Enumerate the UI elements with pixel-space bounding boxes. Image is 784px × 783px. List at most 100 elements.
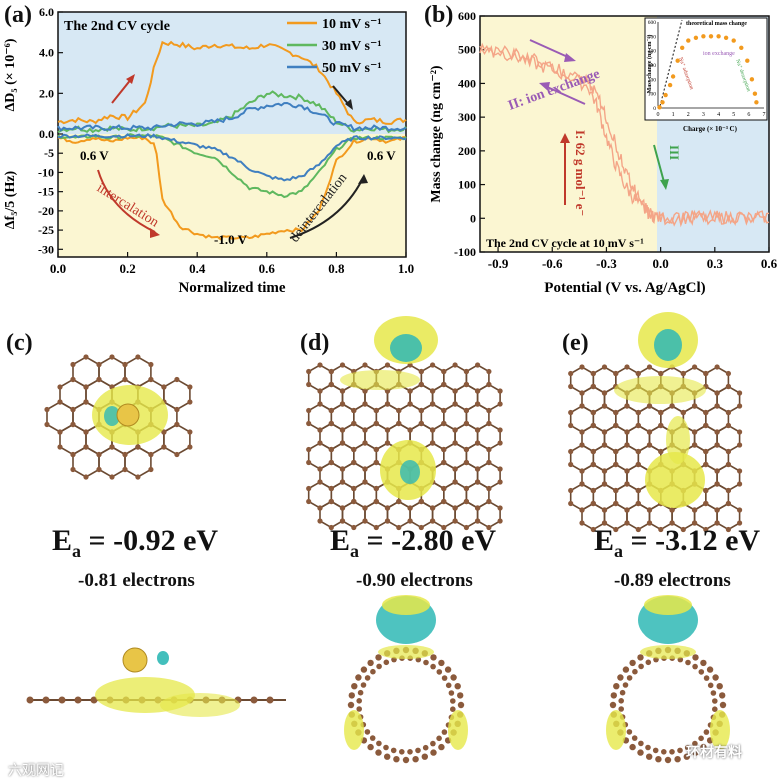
- chart-b-frame: [479, 15, 770, 253]
- chart-a-legend: 10 mV s⁻¹ 30 mV s⁻¹ 50 mV s⁻¹: [287, 17, 382, 76]
- chart-a: 0.0 0.2 0.4 0.6 0.8 1.0 0.0 2.0 4.0 6.0 -30 -25 -20 -…: [3, 5, 414, 296]
- carbon-atom: [360, 682, 367, 688]
- carbon-atom: [463, 485, 469, 492]
- legend-10: 10 mV s⁻¹: [322, 17, 382, 32]
- carbon-atom: [613, 370, 619, 377]
- carbon-atom: [452, 362, 458, 368]
- carbon-atom: [450, 674, 457, 681]
- isosurface: [644, 595, 692, 615]
- carbon-atom: [646, 442, 653, 448]
- chart-a-ylabel-bottom: Δf₅/5 (Hz): [3, 170, 18, 229]
- carbon-atom: [407, 401, 413, 407]
- carbon-atom: [590, 500, 596, 507]
- chart-b-xlabel: Potential (V vs. Ag/AgCl): [544, 280, 705, 296]
- carbon-atom: [430, 663, 436, 670]
- carbon-atom: [96, 376, 102, 383]
- carbon-atom: [629, 743, 636, 751]
- carbon-atom: [441, 446, 447, 453]
- carbon-atom: [384, 518, 391, 524]
- a-ytick-bottom-label: -20: [38, 204, 54, 218]
- carbon-atom: [497, 479, 503, 485]
- carbon-atom: [712, 706, 718, 712]
- carbon-atom: [486, 368, 492, 375]
- chart-a-bottom-bg: [58, 134, 406, 257]
- carbon-atom: [712, 698, 718, 704]
- carbon-atom: [317, 505, 323, 511]
- inset-point: [657, 105, 662, 110]
- carbon-atom: [339, 518, 346, 524]
- carbon-atom: [376, 740, 382, 747]
- carbon-atom: [719, 692, 726, 699]
- carbon-atom: [384, 401, 391, 407]
- chart-a-series: [57, 40, 407, 241]
- carbon-atom: [452, 518, 458, 524]
- carbon-atom: [362, 427, 368, 433]
- carbon-atom: [463, 446, 469, 453]
- carbon-atom: [457, 692, 464, 699]
- carbon-atom: [351, 407, 357, 414]
- chart-b: -0.9 -0.6 -0.3 0.0 0.3 0.6-100010020030040050…: [429, 9, 778, 296]
- a-xtick-label: 0.2: [119, 261, 135, 276]
- carbon-atom: [407, 749, 413, 755]
- structure-e-slab: [568, 312, 743, 533]
- carbon-atom: [457, 701, 465, 709]
- carbon-atom: [339, 440, 346, 446]
- carbon-atom: [635, 370, 641, 377]
- carbon-atom: [339, 505, 346, 511]
- structure-c-topview: [44, 354, 193, 480]
- carbon-atom: [383, 659, 390, 666]
- carbon-atom: [161, 429, 167, 435]
- carbon-atom: [486, 446, 492, 453]
- isosurface: [606, 710, 626, 750]
- carbon-atom: [475, 518, 481, 524]
- carbon-atom: [637, 749, 644, 756]
- carbon-atom: [698, 669, 705, 675]
- a-xtick-label: 0.0: [50, 261, 66, 276]
- carbon-atom: [486, 459, 492, 466]
- carbon-atom: [658, 448, 664, 455]
- carbon-atom: [703, 487, 709, 494]
- carbon-atom: [590, 487, 596, 494]
- inset-xtick-label: 7: [763, 112, 766, 118]
- a-ytick-bottom-label: -5: [44, 146, 54, 160]
- carbon-atom: [486, 381, 492, 388]
- carbon-atom: [622, 666, 630, 673]
- energy-c: Ea = -0.92 eV: [52, 524, 219, 561]
- carbon-atom: [317, 440, 323, 446]
- carbon-atom: [463, 368, 469, 375]
- carbon-atom: [441, 381, 447, 388]
- carbon-atom: [362, 362, 368, 368]
- carbon-atom: [317, 362, 323, 368]
- carbon-atom: [637, 654, 644, 661]
- carbon-atom: [357, 689, 364, 696]
- b-xtick-label: -0.9: [488, 256, 509, 271]
- carbon-atom: [692, 403, 698, 409]
- carbon-atom: [430, 440, 436, 446]
- carbon-ring: [124, 446, 152, 478]
- carbon-atom: [70, 361, 76, 368]
- carbon-atom: [96, 451, 102, 458]
- chart-a-ylabel-top: ΔD₅ (× 10⁻⁶): [3, 38, 18, 111]
- inset-ticks: 0 1 2 3 4 5 6 7 0 100 200 300 400 500 600: [648, 20, 766, 118]
- carbon-atom: [601, 442, 608, 448]
- carbon-atom: [44, 406, 50, 413]
- carbon-atom: [407, 518, 413, 524]
- carbon-ring: [72, 446, 100, 478]
- carbon-atom: [369, 735, 376, 741]
- carbon-atom: [187, 384, 193, 390]
- carbon-atom: [658, 370, 664, 377]
- carbon-atom: [631, 735, 638, 741]
- carbon-atom: [737, 429, 743, 435]
- carbon-atom: [58, 696, 66, 704]
- carbon-atom: [714, 390, 720, 396]
- carbon-atom: [700, 659, 707, 667]
- carbon-atom: [692, 663, 698, 670]
- carbon-atom: [664, 756, 672, 764]
- carbon-atom: [497, 401, 503, 407]
- carbon-atom: [407, 427, 413, 433]
- carbon-atom: [396, 498, 402, 505]
- carbon-atom: [362, 518, 368, 524]
- chart-b-title: The 2nd CV cycle at 10 mV s⁻¹: [486, 236, 644, 250]
- inset-point: [663, 92, 668, 98]
- carbon-atom: [646, 364, 653, 370]
